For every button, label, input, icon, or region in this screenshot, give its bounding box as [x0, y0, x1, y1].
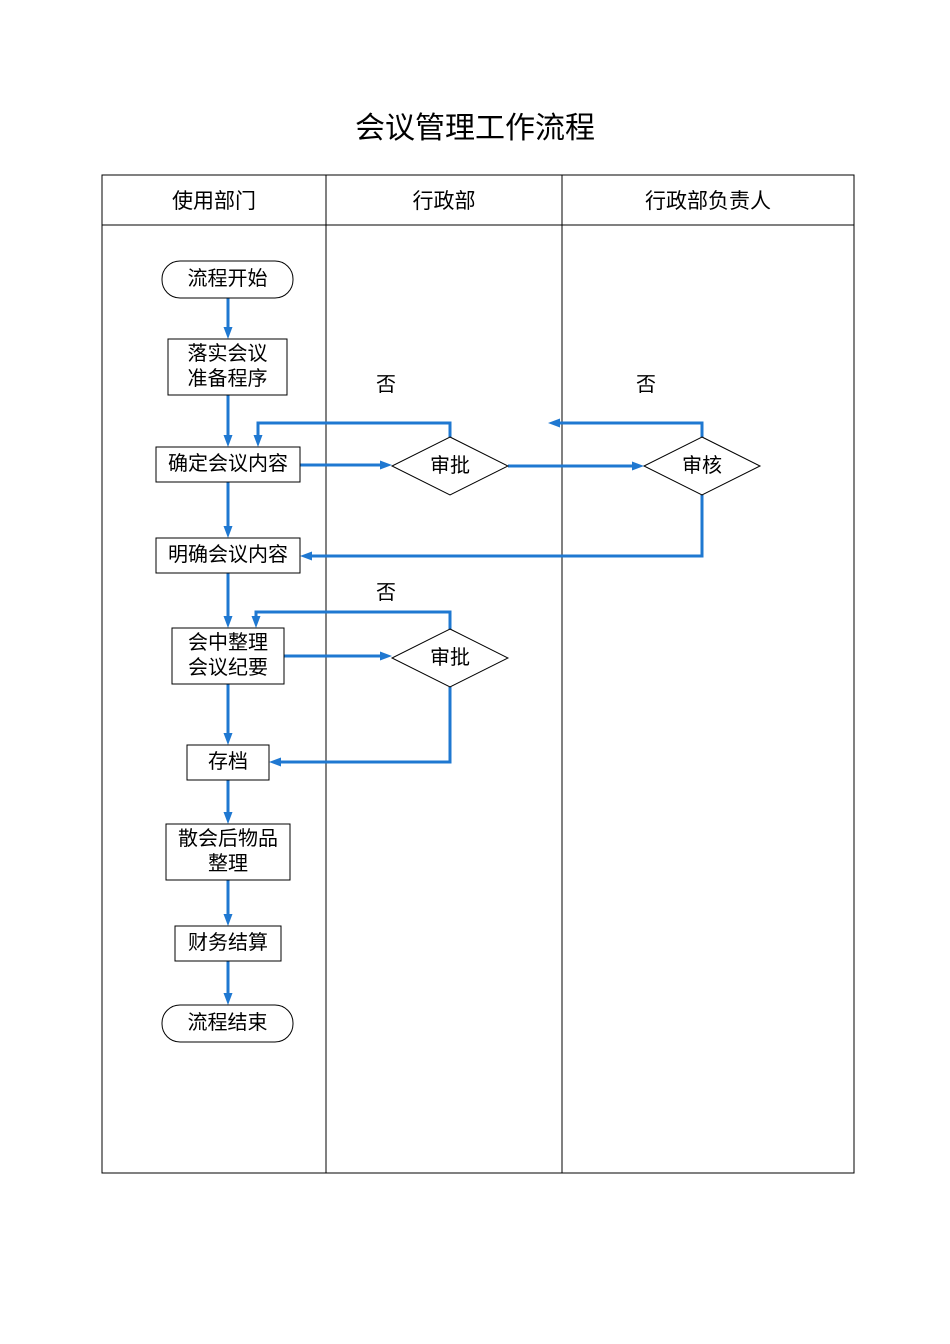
- lane-header: 使用部门: [94, 175, 334, 225]
- lane-header: 行政部: [324, 175, 564, 225]
- flowchart-canvas: { "type": "flowchart", "canvas": { "widt…: [0, 0, 950, 1344]
- lane-header: 行政部负责人: [588, 175, 828, 225]
